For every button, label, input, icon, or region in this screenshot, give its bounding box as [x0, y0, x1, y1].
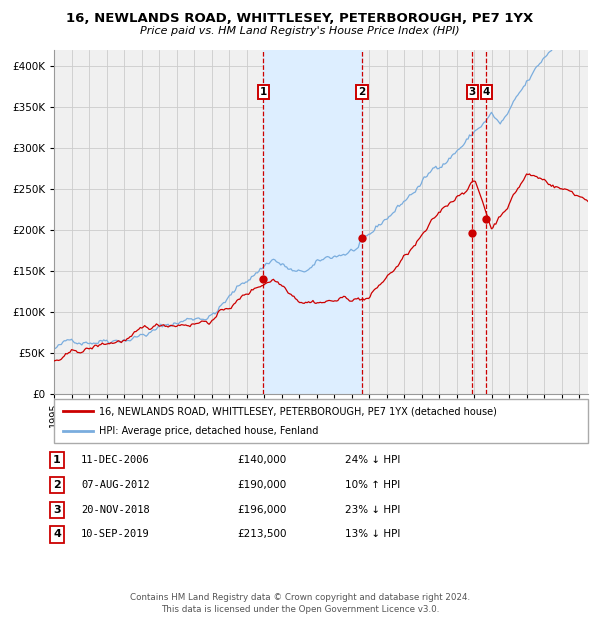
Text: 2: 2: [359, 87, 366, 97]
Bar: [263, 50, 362, 394]
Text: 13% ↓ HPI: 13% ↓ HPI: [345, 529, 400, 539]
Text: 1: 1: [53, 455, 61, 465]
Text: 4: 4: [53, 529, 61, 539]
Text: 16, NEWLANDS ROAD, WHITTLESEY, PETERBOROUGH, PE7 1YX (detached house): 16, NEWLANDS ROAD, WHITTLESEY, PETERBORO…: [99, 406, 497, 416]
Text: 20-NOV-2018: 20-NOV-2018: [81, 505, 150, 515]
Text: 2: 2: [53, 480, 61, 490]
Text: 11-DEC-2006: 11-DEC-2006: [81, 455, 150, 465]
Text: 07-AUG-2012: 07-AUG-2012: [81, 480, 150, 490]
Text: £213,500: £213,500: [237, 529, 287, 539]
Text: Price paid vs. HM Land Registry's House Price Index (HPI): Price paid vs. HM Land Registry's House …: [140, 26, 460, 36]
Text: HPI: Average price, detached house, Fenland: HPI: Average price, detached house, Fenl…: [99, 426, 319, 436]
Text: 10-SEP-2019: 10-SEP-2019: [81, 529, 150, 539]
Text: £140,000: £140,000: [237, 455, 286, 465]
Text: 23% ↓ HPI: 23% ↓ HPI: [345, 505, 400, 515]
Text: 16, NEWLANDS ROAD, WHITTLESEY, PETERBOROUGH, PE7 1YX: 16, NEWLANDS ROAD, WHITTLESEY, PETERBORO…: [67, 12, 533, 25]
Text: 10% ↑ HPI: 10% ↑ HPI: [345, 480, 400, 490]
Text: £190,000: £190,000: [237, 480, 286, 490]
Text: 24% ↓ HPI: 24% ↓ HPI: [345, 455, 400, 465]
Text: Contains HM Land Registry data © Crown copyright and database right 2024.
This d: Contains HM Land Registry data © Crown c…: [130, 593, 470, 614]
Text: £196,000: £196,000: [237, 505, 286, 515]
Text: 3: 3: [469, 87, 476, 97]
Text: 3: 3: [53, 505, 61, 515]
Text: 1: 1: [260, 87, 267, 97]
Text: 4: 4: [482, 87, 490, 97]
